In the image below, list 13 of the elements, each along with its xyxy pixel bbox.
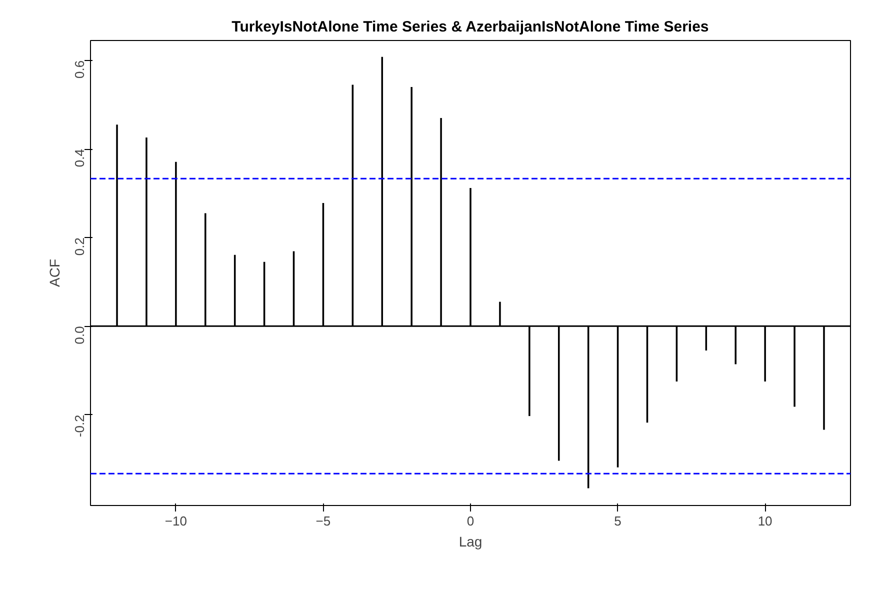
x-axis-title: Lag	[458, 534, 482, 550]
x-tick-label: −10	[164, 514, 187, 528]
y-tick-label: 0.0	[72, 326, 87, 344]
x-tick-label: 10	[758, 514, 772, 528]
y-tick-label: 0.4	[72, 148, 87, 168]
y-axis-title: ACF	[46, 259, 62, 287]
x-tick-label: 5	[614, 514, 622, 528]
chart-title: TurkeyIsNotAlone Time Series & AzerbaijanIsNotAlone Time Series	[232, 18, 709, 36]
y-tick-label: -0.2	[72, 414, 87, 438]
y-tick-label: 0.6	[72, 60, 87, 78]
x-tick-label: 0	[466, 514, 474, 528]
x-tick-label: −5	[316, 514, 331, 528]
y-tick-label: 0.2	[72, 238, 87, 256]
